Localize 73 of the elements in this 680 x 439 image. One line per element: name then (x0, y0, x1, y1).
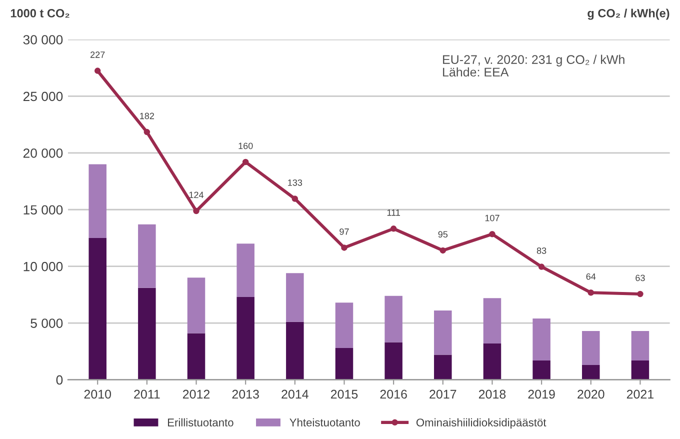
y-tick-label: 5 000 (30, 318, 63, 328)
data-label: 182 (140, 112, 154, 120)
y-axis-title: 1000 t CO₂ (10, 9, 70, 18)
point (144, 128, 150, 136)
bar (384, 342, 402, 380)
point (637, 290, 644, 298)
bar (138, 224, 156, 288)
bar (286, 322, 304, 380)
y-tick-label: 15 000 (24, 205, 63, 215)
y-tick-label: 25 000 (23, 92, 63, 102)
bar (335, 302, 354, 348)
legend-label: Ominaishiilidioksidipäästöt (416, 418, 546, 429)
x-tick-label: 2010 (84, 390, 112, 399)
x-tick-label: 2012 (182, 390, 210, 399)
legend-label: Erillistuotanto (168, 418, 234, 426)
y-tick-label: 20 000 (23, 148, 63, 158)
y-tick-label: 10 000 (24, 262, 63, 272)
data-label: 124 (189, 192, 204, 198)
legend-label: Yhteistuotanto (290, 418, 360, 426)
bar (88, 164, 106, 238)
data-label: 133 (288, 179, 302, 186)
bar (582, 364, 600, 380)
bar (532, 318, 550, 360)
x-tick-label: 2015 (330, 390, 358, 399)
point (292, 196, 298, 202)
bar (483, 298, 502, 344)
bar (138, 288, 156, 380)
x-tick-label: 2020 (578, 390, 604, 399)
data-label: 63 (636, 274, 645, 282)
point (341, 244, 348, 251)
point (440, 247, 446, 254)
bar (236, 296, 254, 380)
x-tick-label: 2011 (134, 390, 160, 399)
point (489, 230, 496, 238)
bar (88, 238, 106, 380)
data-label: 160 (238, 142, 253, 150)
bar (532, 360, 550, 380)
y2-axis-title: g CO₂ / kWh(e) (588, 8, 670, 20)
bar (631, 360, 650, 380)
bar (582, 330, 600, 365)
data-label: 107 (485, 214, 500, 222)
point (94, 68, 101, 74)
bar (434, 354, 452, 380)
y-tick-label: 30 000 (23, 35, 63, 44)
bar (384, 296, 402, 342)
x-tick-label: 2017 (430, 390, 456, 399)
point (538, 264, 545, 270)
bar (434, 310, 452, 355)
x-tick-label: 2019 (528, 390, 555, 399)
data-label: 227 (90, 52, 105, 58)
bar (236, 244, 254, 297)
x-tick-label: 2013 (232, 390, 259, 399)
x-tick-label: 2016 (380, 390, 407, 399)
x-tick-label: 2021 (626, 390, 654, 399)
annotation: EU-27, v. 2020: 231 g CO₂ / kWh Lähde: EEA (443, 54, 624, 77)
bar (187, 333, 206, 380)
point (390, 226, 397, 232)
bar (286, 273, 304, 322)
point (588, 290, 594, 296)
bar (335, 348, 354, 380)
point (242, 158, 249, 166)
x-tick-label: 2014 (282, 390, 308, 399)
data-label: 111 (387, 209, 400, 216)
bar (483, 343, 502, 380)
data-label: 64 (586, 273, 596, 280)
x-tick-label: 2018 (478, 390, 506, 399)
data-label: 83 (536, 247, 546, 254)
point (193, 208, 200, 214)
data-label: 95 (438, 231, 448, 238)
bar (631, 330, 650, 360)
bar (187, 278, 206, 334)
data-label: 97 (340, 228, 349, 235)
y-tick-label: 0 (56, 375, 63, 385)
